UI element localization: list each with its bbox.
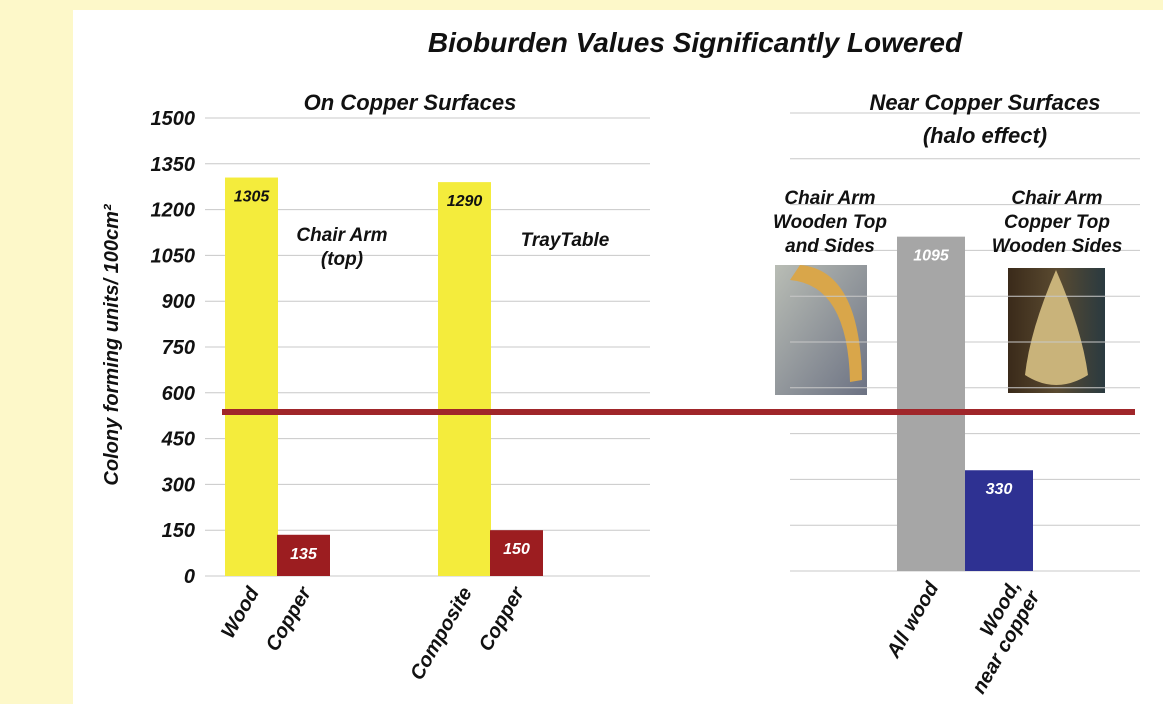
annotation: Chair Arm xyxy=(784,188,875,209)
chart: Bioburden Values Significantly Lowered C… xyxy=(0,0,1163,704)
value-label: 150 xyxy=(503,541,530,558)
annotation: Wooden Top xyxy=(773,212,887,233)
y-tick-label: 600 xyxy=(162,383,195,405)
subtitle: (halo effect) xyxy=(923,123,1047,148)
annotation: TrayTable xyxy=(521,230,610,251)
y-tick-label: 900 xyxy=(162,291,195,313)
y-tick-label: 300 xyxy=(162,474,195,496)
chart-title: Bioburden Values Significantly Lowered xyxy=(428,27,963,58)
value-label: 135 xyxy=(290,546,318,563)
annotation: Chair Arm xyxy=(296,225,387,246)
value-label: 1095 xyxy=(913,248,950,265)
bar xyxy=(438,182,491,576)
annotation: Copper Top xyxy=(1004,212,1110,233)
y-tick-label: 150 xyxy=(162,520,195,542)
value-label: 1290 xyxy=(447,193,483,210)
value-label: 330 xyxy=(986,481,1013,498)
annotation: Wooden Sides xyxy=(992,236,1123,257)
y-tick-label: 1050 xyxy=(151,245,196,267)
y-tick-label: 1200 xyxy=(151,200,196,222)
photo-copper xyxy=(1008,268,1105,393)
y-tick-label: 0 xyxy=(184,566,195,588)
y-axis-title: Colony forming units/ 100cm² xyxy=(101,203,123,485)
bar xyxy=(225,178,278,576)
annotation: (top) xyxy=(321,249,363,270)
page: Bioburden Values Significantly Lowered C… xyxy=(0,0,1163,704)
value-label: 1305 xyxy=(234,189,271,206)
photo-wood xyxy=(775,265,867,395)
annotation: Chair Arm xyxy=(1011,188,1102,209)
bar xyxy=(897,237,965,571)
subtitle: Near Copper Surfaces xyxy=(869,90,1100,115)
subtitle: On Copper Surfaces xyxy=(304,90,517,115)
y-tick-label: 1350 xyxy=(151,154,196,176)
y-tick-label: 1500 xyxy=(151,108,196,130)
y-tick-label: 450 xyxy=(161,429,195,451)
annotation: and Sides xyxy=(785,236,875,257)
y-tick-label: 750 xyxy=(162,337,195,359)
